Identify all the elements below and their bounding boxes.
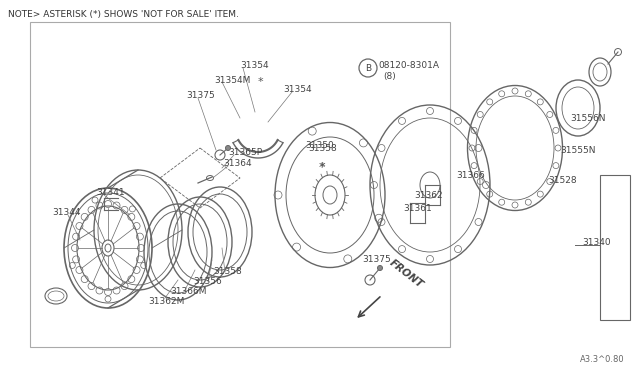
Text: 31358: 31358	[308, 144, 337, 153]
Circle shape	[378, 266, 383, 270]
Text: 31365P: 31365P	[228, 148, 262, 157]
Text: 31354: 31354	[240, 61, 269, 70]
Text: *: *	[257, 77, 263, 87]
Text: 31358: 31358	[213, 267, 242, 276]
Text: *: *	[319, 162, 325, 172]
Text: A3.3^0.80: A3.3^0.80	[580, 356, 625, 365]
Text: 31364: 31364	[223, 158, 252, 167]
Text: 31340: 31340	[582, 237, 611, 247]
Text: 31366: 31366	[456, 170, 484, 180]
Text: 31341: 31341	[96, 187, 125, 196]
Text: (8): (8)	[383, 71, 396, 80]
Circle shape	[225, 145, 230, 151]
Text: 31354M: 31354M	[214, 76, 250, 84]
Text: 31344: 31344	[52, 208, 81, 217]
Text: NOTE> ASTERISK (*) SHOWS 'NOT FOR SALE' ITEM.: NOTE> ASTERISK (*) SHOWS 'NOT FOR SALE' …	[8, 10, 239, 19]
Text: 31361: 31361	[403, 203, 432, 212]
Text: 31356: 31356	[193, 278, 221, 286]
Text: 31354: 31354	[283, 84, 312, 93]
Text: 31375: 31375	[362, 256, 391, 264]
Bar	[600, 175, 630, 320]
Text: 31362: 31362	[414, 190, 443, 199]
Text: 31366M: 31366M	[170, 288, 207, 296]
Bar	[30, 22, 450, 347]
Text: 31556N: 31556N	[570, 113, 605, 122]
Text: *: *	[319, 160, 325, 173]
Text: FRONT: FRONT	[388, 258, 426, 290]
Text: B: B	[365, 64, 371, 73]
Text: 31528: 31528	[548, 176, 577, 185]
Text: 31375: 31375	[186, 90, 215, 99]
Text: 31350: 31350	[305, 141, 333, 150]
Text: 08120-8301A: 08120-8301A	[378, 61, 439, 70]
Text: 31362M: 31362M	[148, 298, 184, 307]
Text: 31555N: 31555N	[560, 145, 595, 154]
